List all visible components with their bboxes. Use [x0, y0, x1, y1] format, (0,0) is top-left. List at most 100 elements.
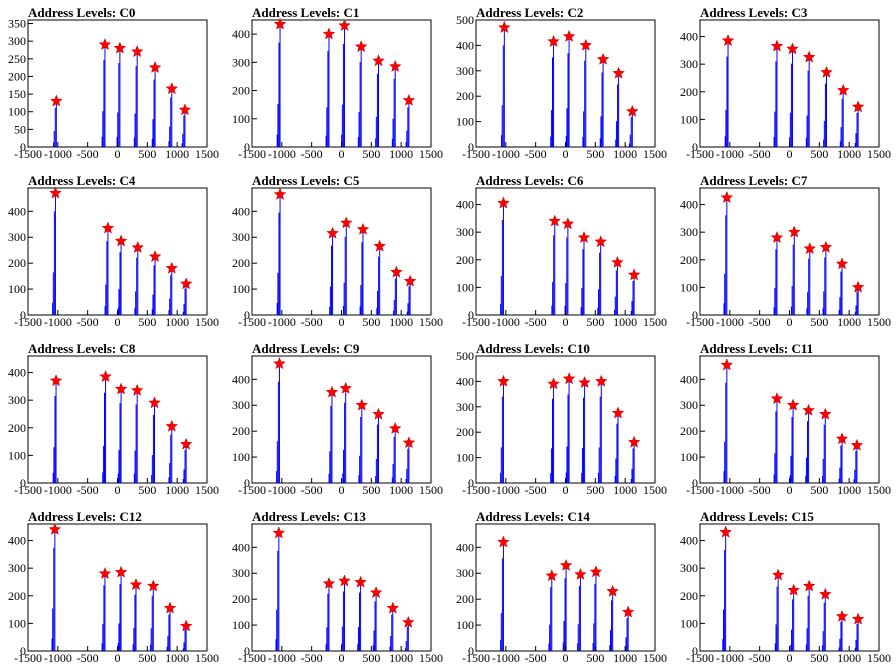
peak-marker: [179, 437, 193, 450]
x-tick-label: 1000: [389, 651, 413, 665]
x-tick-label: -1000: [268, 651, 296, 665]
y-tick-label: 300: [456, 566, 474, 580]
peak-marker: [621, 605, 635, 618]
x-tick-label: 1500: [195, 651, 219, 665]
peak-group: [838, 436, 843, 483]
x-tick-label: 1500: [867, 147, 891, 161]
peak-group: [182, 282, 187, 315]
peak-group: [52, 375, 57, 483]
peak-group: [723, 191, 728, 315]
y-tick-label: 500: [456, 13, 474, 27]
histogram-panel: 0 100 200 300 400 500 -1500 -1000 -500 0 500 1000 15…: [448, 336, 672, 504]
chart-title: Address Levels: C1: [252, 5, 360, 20]
histogram-plot: 0 100 200 300 400 500 -1500 -1000 -500 0 500 1000 15…: [456, 13, 667, 161]
peak-group: [599, 54, 604, 147]
x-tick-label: 1500: [643, 147, 667, 161]
y-tick-label: 100: [232, 618, 250, 632]
histogram-panel: 0 100 200 300 400 500 -1500 -1000 -500 0 500 1000 15…: [448, 0, 672, 168]
peak-marker: [851, 612, 865, 625]
peak-group: [790, 587, 795, 651]
peak-marker: [355, 398, 369, 411]
peak-group: [51, 524, 56, 651]
peak-marker: [129, 578, 143, 591]
x-tick-label: -1000: [268, 483, 296, 497]
peak-marker: [338, 574, 351, 587]
peak-marker: [606, 584, 619, 597]
x-tick-label: 500: [810, 147, 828, 161]
chart-title: Address Levels: C4: [28, 173, 136, 188]
peak-group: [615, 69, 620, 147]
y-tick-label: 300: [8, 393, 26, 407]
y-tick-label: 0: [692, 140, 698, 154]
y-tick-label: 200: [456, 253, 474, 267]
peak-marker: [326, 226, 339, 239]
x-tick-label: -1500: [14, 315, 42, 329]
histogram-plot: 0 100 200 300 400 -1500 -1000 -500 0 500 1000 1500: [680, 187, 891, 329]
peak-group: [838, 261, 843, 315]
peak-marker: [99, 370, 112, 383]
x-tick-label: 1000: [165, 651, 189, 665]
y-tick-label: 300: [8, 34, 26, 48]
x-tick-label: 500: [138, 147, 156, 161]
histogram-panel: 0 100 200 300 400 -1500 -1000 -500 0 500 1000 1500 A…: [0, 168, 224, 336]
peak-group: [341, 577, 345, 651]
peak-group: [854, 286, 859, 315]
peak-group: [405, 98, 410, 147]
peak-group: [500, 197, 504, 315]
peak-marker: [386, 601, 400, 614]
peak-marker: [627, 435, 641, 448]
peak-group: [151, 398, 155, 483]
peak-group: [275, 527, 280, 651]
peak-group: [341, 20, 345, 147]
peak-group: [790, 228, 795, 315]
peak-group: [117, 237, 122, 315]
y-tick-label: 300: [456, 225, 474, 239]
peak-group: [854, 104, 859, 147]
x-tick-label: -1000: [716, 315, 744, 329]
y-tick-label: 400: [456, 540, 474, 554]
y-tick-label: 100: [456, 115, 474, 129]
y-tick-label: 100: [680, 112, 698, 126]
x-tick-label: 1000: [389, 147, 413, 161]
peak-marker: [627, 268, 641, 281]
y-tick-label: 400: [232, 372, 250, 386]
peak-marker: [114, 234, 128, 247]
y-tick-label: 400: [8, 534, 26, 548]
peak-group: [391, 62, 396, 147]
chart-title: Address Levels: C3: [700, 5, 808, 20]
x-tick-label: -1500: [462, 147, 490, 161]
peak-group: [357, 578, 362, 651]
peak-marker: [130, 45, 144, 58]
peak-group: [805, 406, 810, 483]
x-tick-label: 1000: [613, 147, 637, 161]
y-tick-label: 200: [680, 424, 698, 438]
peak-marker: [625, 104, 639, 117]
y-tick-label: 100: [680, 280, 698, 294]
peak-marker: [178, 103, 192, 116]
peak-group: [375, 56, 379, 147]
x-tick-label: 500: [138, 483, 156, 497]
x-tick-label: -500: [77, 147, 99, 161]
peak-marker: [113, 41, 127, 54]
peak-group: [723, 359, 728, 483]
x-tick-label: -1500: [686, 147, 714, 161]
peak-group: [117, 384, 122, 483]
y-tick-label: 0: [692, 308, 698, 322]
peak-marker: [403, 274, 417, 287]
x-tick-label: 1000: [389, 483, 413, 497]
histogram-panel: 0 100 200 300 400 -1500 -1000 -500 0 500 1000 1500 A…: [672, 336, 896, 504]
y-tick-label: 200: [680, 85, 698, 99]
x-tick-label: 0: [787, 651, 793, 665]
peak-group: [614, 409, 619, 483]
peak-marker: [851, 280, 865, 293]
peak-group: [133, 385, 138, 483]
chart-title: Address Levels: C13: [252, 509, 366, 524]
peak-group: [372, 589, 377, 651]
x-tick-label: 1500: [419, 651, 443, 665]
y-tick-label: 0: [468, 644, 474, 658]
histogram-plot: 0 100 200 300 400 -1500 -1000 -500 0 500 1000 1500: [232, 17, 443, 161]
peak-group: [597, 238, 602, 315]
peak-group: [359, 225, 364, 315]
y-tick-label: 200: [232, 256, 250, 270]
chart-title: Address Levels: C0: [28, 5, 136, 20]
